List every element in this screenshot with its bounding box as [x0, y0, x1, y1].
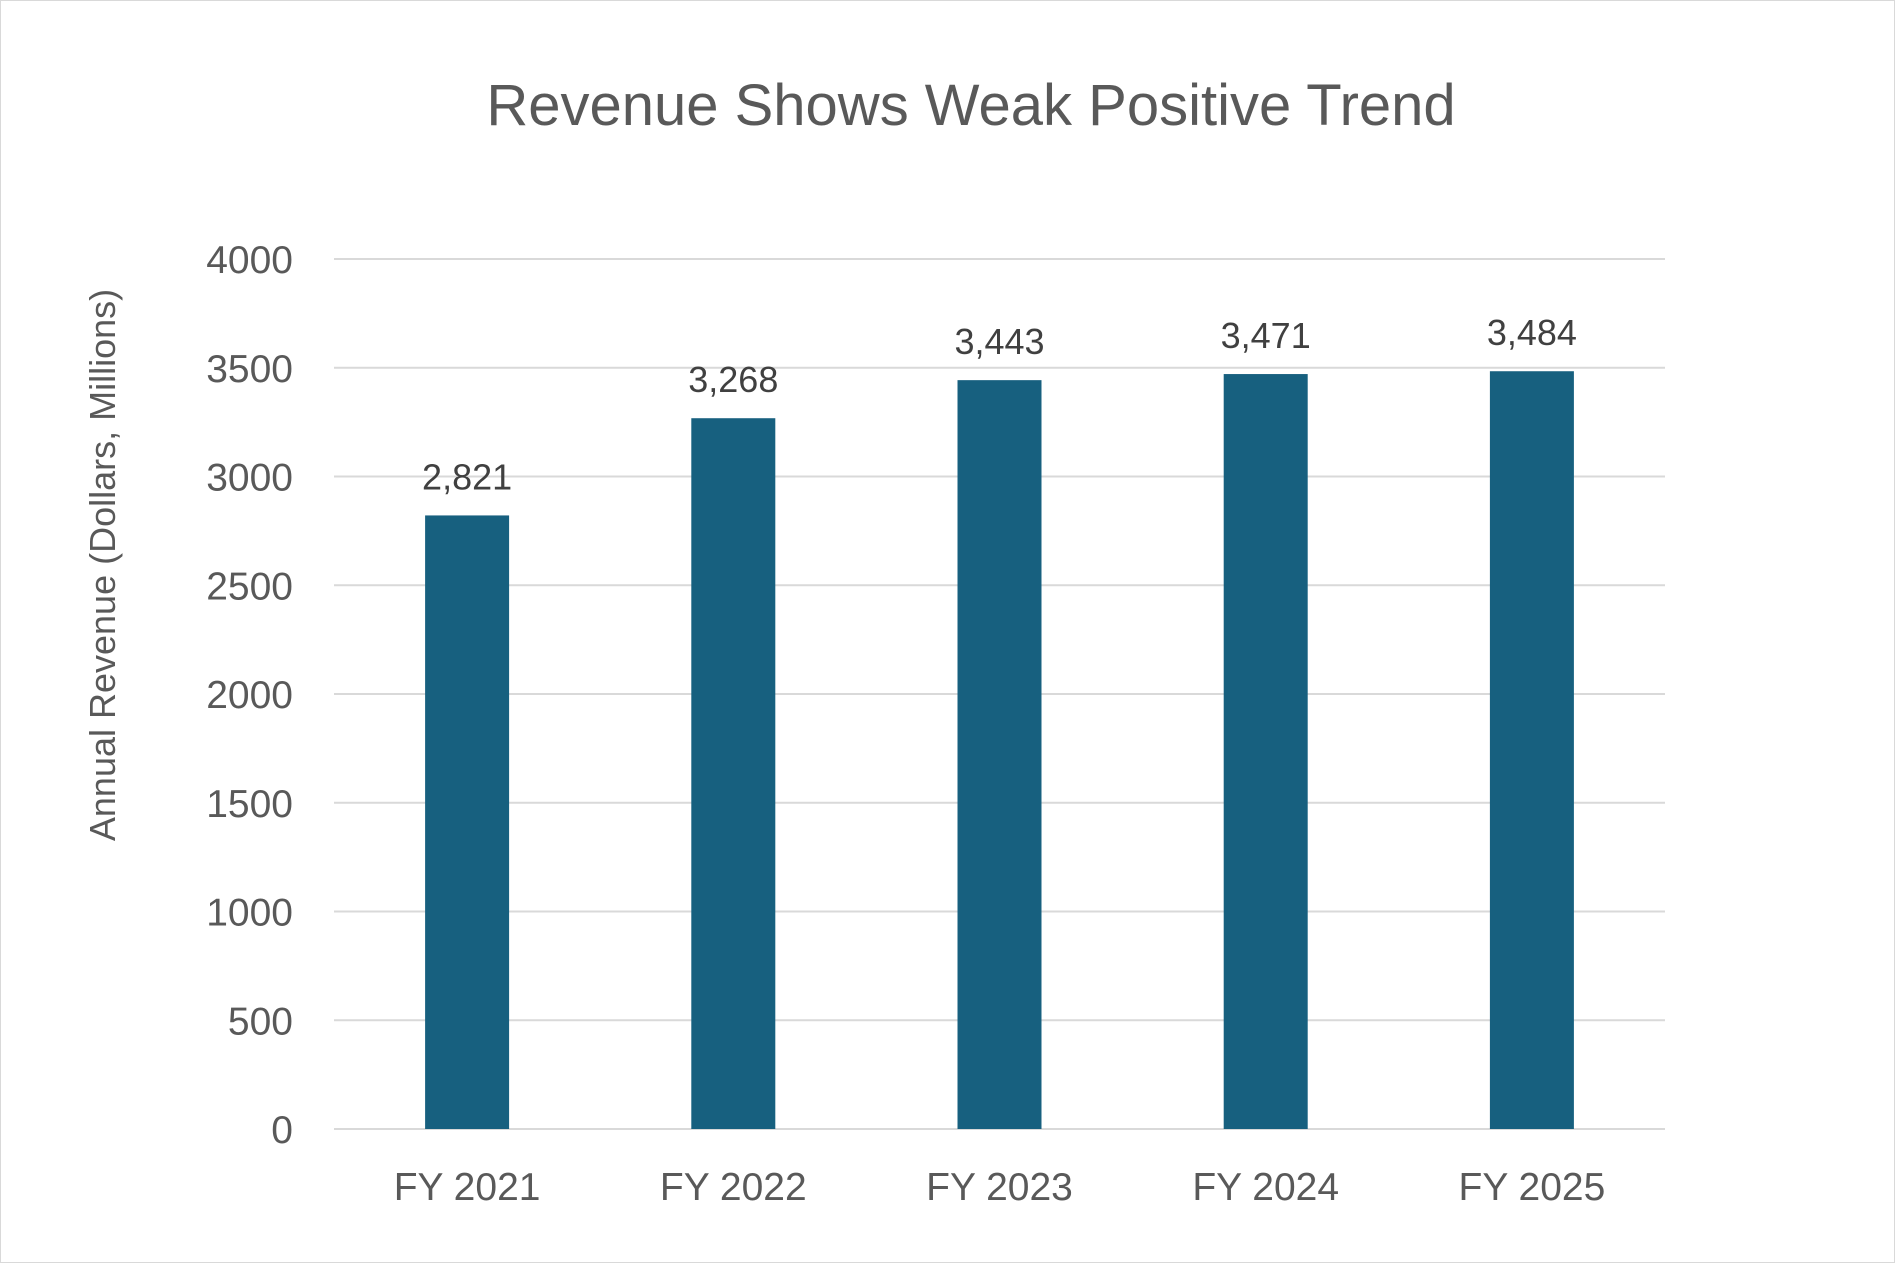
data-label: 2,821 — [422, 456, 512, 497]
bars — [425, 371, 1574, 1130]
x-tick-label: FY 2023 — [926, 1166, 1073, 1209]
data-label: 3,268 — [688, 359, 778, 400]
x-tick-label: FY 2025 — [1459, 1166, 1606, 1209]
y-tick-label: 3500 — [206, 348, 293, 391]
data-labels: 2,821 3,268 3,443 3,471 3,484 — [422, 312, 1577, 497]
y-tick-label: 0 — [271, 1109, 293, 1152]
x-tick-label: FY 2024 — [1192, 1166, 1339, 1209]
y-tick-label: 4000 — [206, 239, 293, 282]
y-tick-label: 1000 — [206, 892, 293, 935]
x-axis-tick-labels: FY 2021 FY 2022 FY 2023 FY 2024 FY 2025 — [394, 1166, 1606, 1209]
data-label: 3,471 — [1221, 315, 1311, 356]
chart-title: Revenue Shows Weak Positive Trend — [486, 73, 1455, 138]
x-tick-label: FY 2022 — [660, 1166, 807, 1209]
y-axis-tick-labels: 0 500 1000 1500 2000 2500 3000 3500 4000 — [206, 239, 293, 1152]
data-label: 3,484 — [1487, 312, 1577, 353]
y-tick-label: 2500 — [206, 565, 293, 608]
bar-fy-2021 — [425, 515, 510, 1129]
bar-fy-2025 — [1489, 371, 1574, 1130]
bar-fy-2023 — [957, 380, 1042, 1130]
bar-fy-2022 — [691, 418, 776, 1130]
y-tick-label: 1500 — [206, 783, 293, 826]
y-tick-label: 500 — [228, 1000, 293, 1043]
y-tick-label: 3000 — [206, 457, 293, 500]
data-label: 3,443 — [954, 321, 1044, 362]
bar-fy-2024 — [1223, 374, 1308, 1129]
x-tick-label: FY 2021 — [394, 1166, 541, 1209]
y-tick-label: 2000 — [206, 674, 293, 717]
y-axis-title: Annual Revenue (Dollars, Millions) — [82, 289, 123, 841]
